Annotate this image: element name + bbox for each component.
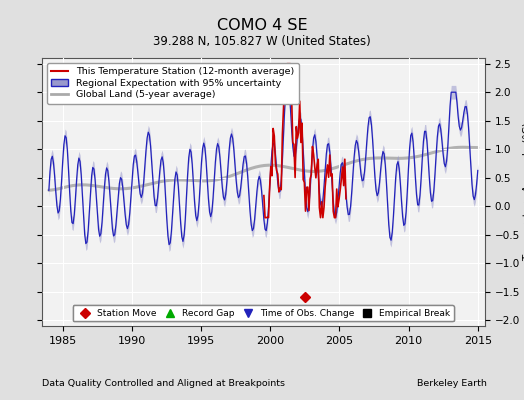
Text: 39.288 N, 105.827 W (United States): 39.288 N, 105.827 W (United States) [153, 36, 371, 48]
Text: Data Quality Controlled and Aligned at Breakpoints: Data Quality Controlled and Aligned at B… [42, 380, 285, 388]
Text: COMO 4 SE: COMO 4 SE [217, 18, 307, 34]
Y-axis label: Temperature Anomaly (°C): Temperature Anomaly (°C) [522, 122, 524, 262]
Text: Berkeley Earth: Berkeley Earth [418, 380, 487, 388]
Legend: Station Move, Record Gap, Time of Obs. Change, Empirical Break: Station Move, Record Gap, Time of Obs. C… [73, 305, 454, 322]
